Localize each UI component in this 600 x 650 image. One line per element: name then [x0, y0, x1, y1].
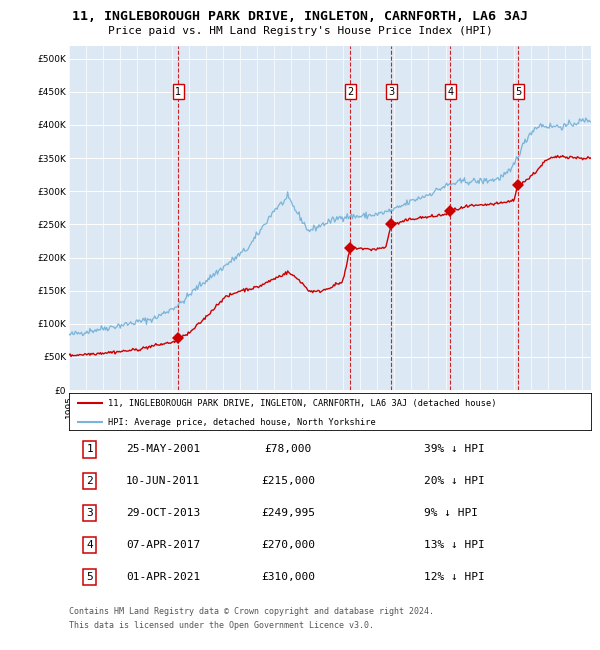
Text: 13% ↓ HPI: 13% ↓ HPI	[424, 540, 485, 550]
Text: 01-APR-2021: 01-APR-2021	[126, 572, 200, 582]
Text: 1: 1	[175, 87, 181, 97]
Text: 5: 5	[86, 572, 93, 582]
Text: £270,000: £270,000	[261, 540, 315, 550]
Text: £310,000: £310,000	[261, 572, 315, 582]
Text: 4: 4	[86, 540, 93, 550]
Text: 12% ↓ HPI: 12% ↓ HPI	[424, 572, 485, 582]
Text: 11, INGLEBOROUGH PARK DRIVE, INGLETON, CARNFORTH, LA6 3AJ (detached house): 11, INGLEBOROUGH PARK DRIVE, INGLETON, C…	[108, 398, 497, 408]
Text: £78,000: £78,000	[265, 445, 312, 454]
Text: 20% ↓ HPI: 20% ↓ HPI	[424, 476, 485, 486]
Text: 1: 1	[86, 445, 93, 454]
Text: 3: 3	[86, 508, 93, 518]
Text: Price paid vs. HM Land Registry's House Price Index (HPI): Price paid vs. HM Land Registry's House …	[107, 26, 493, 36]
Text: 4: 4	[447, 87, 453, 97]
Text: Contains HM Land Registry data © Crown copyright and database right 2024.: Contains HM Land Registry data © Crown c…	[69, 606, 434, 616]
Text: 07-APR-2017: 07-APR-2017	[126, 540, 200, 550]
Text: 2: 2	[86, 476, 93, 486]
Text: 29-OCT-2013: 29-OCT-2013	[126, 508, 200, 518]
Text: 39% ↓ HPI: 39% ↓ HPI	[424, 445, 485, 454]
Text: £215,000: £215,000	[261, 476, 315, 486]
Text: This data is licensed under the Open Government Licence v3.0.: This data is licensed under the Open Gov…	[69, 621, 374, 630]
Text: 11, INGLEBOROUGH PARK DRIVE, INGLETON, CARNFORTH, LA6 3AJ: 11, INGLEBOROUGH PARK DRIVE, INGLETON, C…	[72, 10, 528, 23]
Text: 25-MAY-2001: 25-MAY-2001	[126, 445, 200, 454]
Text: £249,995: £249,995	[261, 508, 315, 518]
Text: 10-JUN-2011: 10-JUN-2011	[126, 476, 200, 486]
Text: 9% ↓ HPI: 9% ↓ HPI	[424, 508, 478, 518]
Text: 2: 2	[347, 87, 353, 97]
Text: 5: 5	[515, 87, 521, 97]
Text: 3: 3	[388, 87, 394, 97]
Text: HPI: Average price, detached house, North Yorkshire: HPI: Average price, detached house, Nort…	[108, 417, 376, 426]
